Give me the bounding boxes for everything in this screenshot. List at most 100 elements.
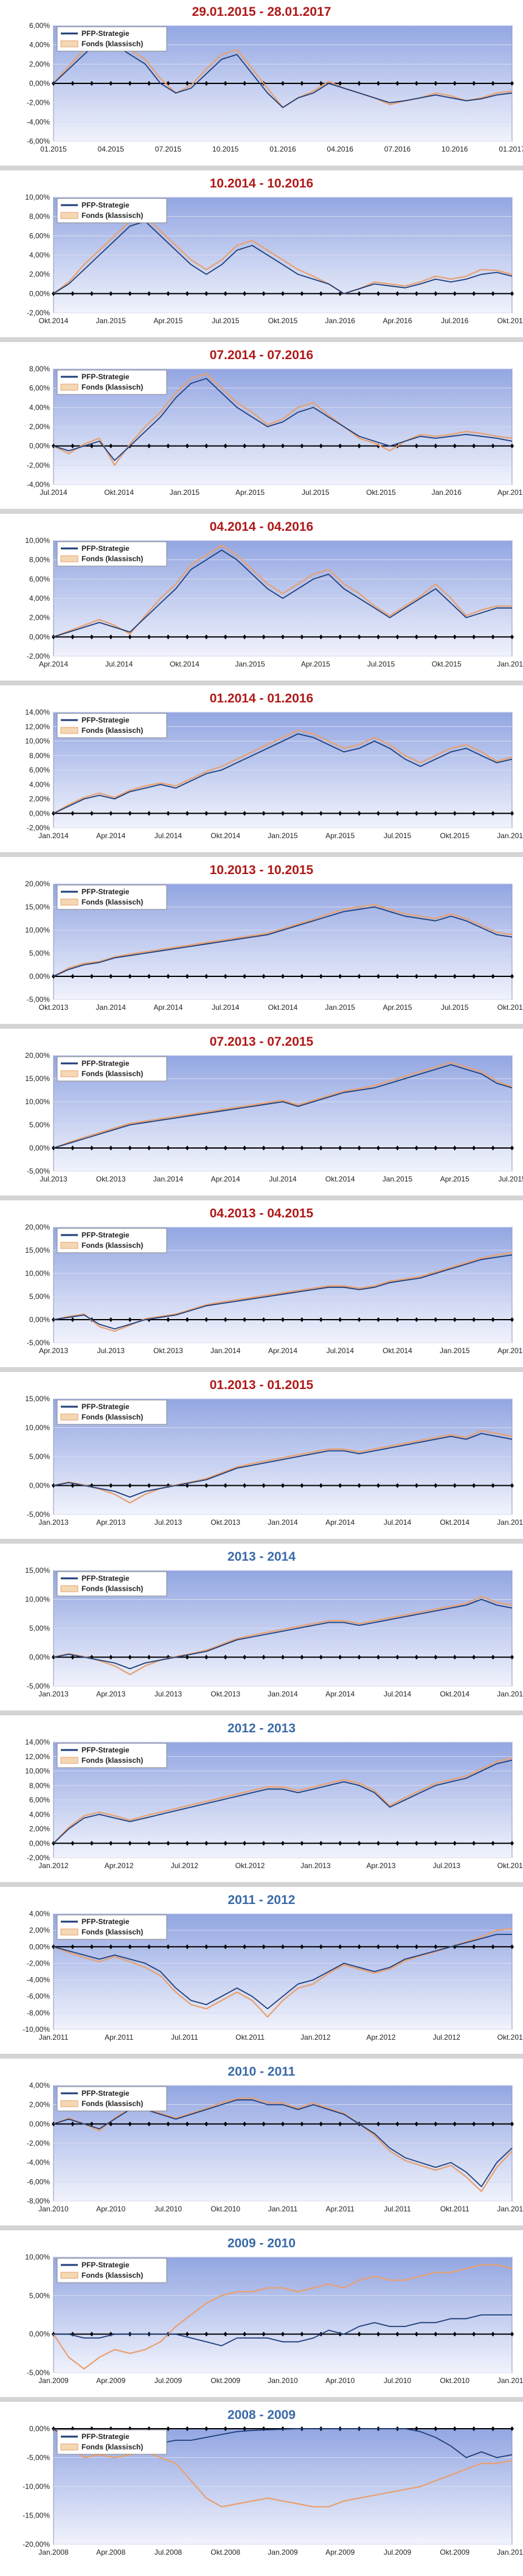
zero-line-marker xyxy=(52,1944,55,1950)
fonds-series-line xyxy=(53,1928,513,2018)
x-tick-label: Apr.2012 xyxy=(105,1861,134,1870)
y-tick-label: 5,00% xyxy=(29,1121,50,1129)
legend: PFP-Strategie Fonds (klassisch) xyxy=(57,198,167,223)
x-tick-label: Apr.2014 xyxy=(268,1346,297,1355)
x-tick-label: Jan.2014 xyxy=(268,1518,298,1527)
y-tick-label: -10,00% xyxy=(23,2025,50,2034)
zero-line-marker xyxy=(243,634,247,640)
zero-line-marker xyxy=(128,1841,132,1846)
zero-line-marker xyxy=(185,2121,189,2127)
x-tick-label: Jul.2014 xyxy=(212,1003,240,1012)
y-tick-label: -5,00% xyxy=(27,1510,50,1519)
chart-panel: 04.2013 - 04.2015 20,00% 15,00% 10,00% 5,00%… xyxy=(0,1202,523,1366)
zero-line-marker xyxy=(395,1317,400,1322)
zero-line-marker xyxy=(414,81,418,86)
x-tick-label: Okt.2009 xyxy=(210,2376,240,2385)
chart-title: 2012 - 2013 xyxy=(227,1721,296,1735)
legend-label-pfp: PFP-Strategie xyxy=(81,544,130,553)
x-tick-label: Okt.2011 xyxy=(235,2033,265,2042)
zero-line-marker xyxy=(452,1841,457,1846)
zero-line-marker xyxy=(319,1317,323,1322)
x-tick-label: Jul.2016 xyxy=(441,317,469,325)
legend: PFP-Strategie Fonds (klassisch) xyxy=(57,26,167,52)
legend-label-fonds: Fonds (klassisch) xyxy=(81,2443,143,2451)
zero-line-marker xyxy=(166,291,170,296)
zero-line-marker xyxy=(262,2331,266,2337)
zero-line-marker xyxy=(204,2331,209,2337)
x-tick-label: Jan.2015 xyxy=(96,317,126,325)
zero-line-marker xyxy=(491,1146,495,1150)
legend-label-fonds: Fonds (klassisch) xyxy=(81,40,143,48)
chart-panel: 2009 - 2010 10,00% 5,00% 0,00% -5,00% Jan.200… xyxy=(0,2231,523,2396)
y-tick-label: 2,00% xyxy=(29,795,50,803)
zero-line-marker xyxy=(89,443,94,449)
y-tick-label: 10,00% xyxy=(25,737,50,746)
y-tick-label: -5,00% xyxy=(27,2454,50,2462)
zero-line-marker xyxy=(185,1146,189,1150)
zero-line-marker xyxy=(89,1146,94,1150)
y-tick-label: -5,00% xyxy=(27,1682,50,1690)
x-tick-label: Okt.2016 xyxy=(497,317,523,325)
y-tick-label: 4,00% xyxy=(29,780,50,789)
zero-line-marker xyxy=(452,1944,457,1950)
zero-line-marker xyxy=(414,974,418,979)
fonds-series-line xyxy=(53,2428,513,2508)
legend-swatch-fonds xyxy=(60,2443,78,2451)
x-tick-label: Apr.2013 xyxy=(367,1861,396,1870)
x-tick-label: Jan.2015 xyxy=(383,1175,413,1183)
y-tick-label: -4,00% xyxy=(27,2158,50,2167)
x-tick-label: Apr.2009 xyxy=(325,2548,355,2557)
zero-line-marker xyxy=(395,1654,400,1660)
zero-line-marker xyxy=(357,81,361,86)
legend: PFP-Strategie Fonds (klassisch) xyxy=(57,713,167,738)
zero-line-marker xyxy=(357,974,361,979)
zero-line-marker xyxy=(338,1654,342,1660)
zero-line-marker xyxy=(185,1654,189,1660)
zero-line-marker xyxy=(223,1483,227,1488)
y-tick-label: 15,00% xyxy=(25,1074,50,1083)
pfp-series-line xyxy=(53,733,513,814)
zero-line-marker xyxy=(281,1944,285,1950)
zero-line-marker xyxy=(71,634,75,640)
legend-swatch-fonds xyxy=(60,383,78,391)
x-tick-label: Jan.2013 xyxy=(38,1690,69,1698)
legend-label-pfp: PFP-Strategie xyxy=(81,29,130,38)
zero-line-marker xyxy=(243,1944,247,1950)
pfp-series-line xyxy=(53,549,512,638)
x-tick-label: Apr.2013 xyxy=(96,1518,125,1527)
y-tick-label: 14,00% xyxy=(25,709,50,716)
y-tick-label: 4,00% xyxy=(29,41,50,49)
y-tick-label: 20,00% xyxy=(25,1052,50,1060)
zero-line-marker xyxy=(414,443,418,449)
zero-line-marker xyxy=(452,1483,457,1488)
legend-label-pfp: PFP-Strategie xyxy=(81,1059,130,1068)
zero-line-marker xyxy=(357,291,361,296)
x-tick-label: Apr.2016 xyxy=(383,317,412,325)
zero-line-marker xyxy=(395,2121,400,2127)
y-tick-label: -15,00% xyxy=(23,2511,50,2520)
zero-line-marker xyxy=(376,1654,381,1660)
x-tick-label: Apr.2008 xyxy=(96,2548,125,2557)
zero-line-marker xyxy=(281,1146,285,1150)
zero-line-marker xyxy=(376,1146,381,1150)
x-tick-label: Okt.2014 xyxy=(268,1003,298,1012)
zero-line-marker xyxy=(262,443,266,449)
zero-line-marker xyxy=(128,2121,132,2127)
line-chart: 20,00%15,00%10,00%5,00%0,00%-5,00%Jul.20… xyxy=(25,1052,523,1183)
y-tick-label: 2,00% xyxy=(29,2101,50,2109)
x-tick-label: Apr.2015 xyxy=(325,831,355,840)
zero-line-marker xyxy=(452,1317,457,1322)
x-tick-label: 01.2017 xyxy=(499,145,523,153)
x-tick-label: Jan.2015 xyxy=(497,1518,523,1527)
zero-line-marker xyxy=(262,2121,266,2127)
zero-line-marker xyxy=(300,443,304,449)
x-tick-label: Jul.2012 xyxy=(171,1861,199,1870)
x-tick-label: Okt.2013 xyxy=(497,1861,523,1870)
zero-line-marker xyxy=(300,81,304,86)
legend: PFP-Strategie Fonds (klassisch) xyxy=(57,1914,167,1940)
pfp-series-line xyxy=(53,39,513,108)
zero-line-marker xyxy=(166,634,170,640)
panel-separator xyxy=(0,1195,523,1200)
line-chart: 6,00%4,00%2,00%0,00%-2,00%-4,00%-6,00%01… xyxy=(27,22,523,153)
x-tick-label: Okt.2013 xyxy=(96,1175,126,1183)
